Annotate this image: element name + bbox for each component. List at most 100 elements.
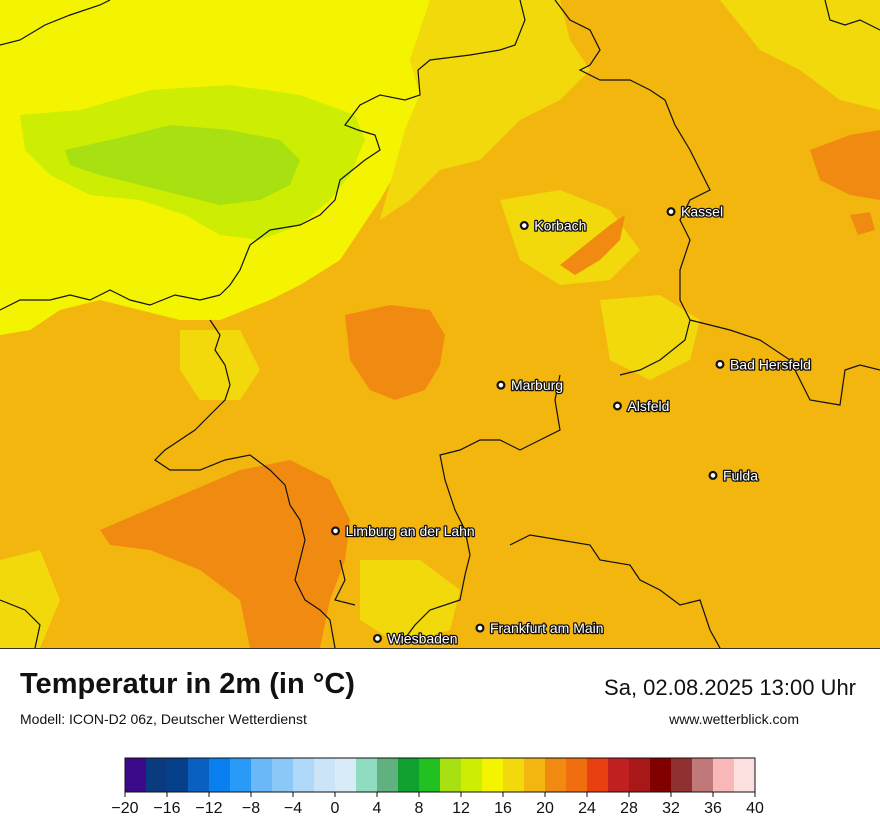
colorbar-swatch <box>461 758 483 792</box>
colorbar-swatch <box>650 758 672 792</box>
city-label: Bad Hersfeld <box>730 356 811 372</box>
colorbar-swatch <box>314 758 336 792</box>
colorbar-tick-label: 12 <box>452 800 470 817</box>
colorbar-tick-label: −16 <box>153 800 180 817</box>
colorbar-swatch <box>377 758 399 792</box>
hesse-border-south <box>509 534 721 648</box>
colorbar-swatch <box>566 758 588 792</box>
colorbar-swatch <box>524 758 546 792</box>
border-northwest <box>0 0 111 46</box>
map-title: Temperatur in 2m (in °C) <box>20 668 355 700</box>
colorbar-swatch <box>398 758 420 792</box>
colorbar-tick-label: 32 <box>662 800 680 817</box>
colorbar-tick-label: −8 <box>242 800 260 817</box>
colorbar-ticks: −20 −16 −12 −8 −4 0 4 8 12 16 20 24 28 32 36 40 <box>111 792 764 817</box>
city-marker-kassel: Kassel <box>666 202 724 221</box>
colorbar-swatch <box>692 758 714 792</box>
hesse-border-north <box>219 0 526 296</box>
city-label: Fulda <box>723 467 758 483</box>
city-label: Limburg an der Lahn <box>346 523 475 539</box>
city-marker-limburg-an-der-lahn: Limburg an der Lahn <box>331 522 476 540</box>
temperature-map: Kassel Korbach Bad Hersfeld Marburg Alsfeld F… <box>0 0 880 649</box>
colorbar-swatch <box>482 758 504 792</box>
colorbar-tick-label: 20 <box>536 800 554 817</box>
city-marker-alsfeld: Alsfeld <box>612 397 671 415</box>
border-west-low <box>0 599 41 648</box>
temperature-zone-orange-bad-hersfeld <box>560 215 625 275</box>
colorbar-swatch <box>188 758 210 792</box>
temperature-zone-yellow-mid-6 <box>180 330 260 400</box>
colorbar-swatch <box>608 758 630 792</box>
temperature-zone-yellow-mid-3 <box>500 190 640 285</box>
city-label: Marburg <box>511 377 563 393</box>
temperature-zone-yellow-mid-4 <box>600 295 700 380</box>
city-marker-wiesbaden: Wiesbaden <box>372 629 459 648</box>
colorbar-swatch <box>251 758 273 792</box>
colorbar-swatch <box>440 758 462 792</box>
cities-layer: Kassel Korbach Bad Hersfeld Marburg Alsfeld F… <box>331 202 812 648</box>
colorbar-swatch <box>167 758 189 792</box>
hesse-border-east <box>689 319 880 406</box>
forecast-datetime: Sa, 02.08.2025 13:00 Uhr <box>604 675 856 700</box>
hesse-border-west <box>0 289 221 311</box>
colorbar-tick-label: 24 <box>578 800 596 817</box>
colorbar-swatch <box>545 758 567 792</box>
hesse-border-southeast <box>399 374 561 646</box>
colorbar-swatch <box>629 758 651 792</box>
colorbar-frame <box>124 757 756 793</box>
colorbar-tick-label: 40 <box>746 800 764 817</box>
city-marker-korbach: Korbach <box>519 216 588 235</box>
colorbar-swatch <box>734 758 756 792</box>
temperature-zone-green-10 <box>65 125 300 205</box>
city-label: Wiesbaden <box>387 630 457 646</box>
colorbar-swatch <box>272 758 294 792</box>
city-dot <box>519 221 529 231</box>
colorbar-tick-label: 4 <box>373 800 382 817</box>
colorbar-swatch <box>209 758 231 792</box>
city-dot <box>331 526 341 536</box>
hesse-border-northeast <box>554 0 711 376</box>
map-subtitle: Modell: ICON-D2 06z, Deutscher Wetterdie… <box>20 711 307 727</box>
colorbar-swatch <box>419 758 441 792</box>
colorbar-swatch <box>293 758 315 792</box>
city-dot <box>475 623 485 633</box>
city-marker-fulda: Fulda <box>708 466 760 485</box>
city-marker-bad-hersfeld: Bad Hersfeld <box>715 355 812 374</box>
colorbar-tick-label: −12 <box>195 800 222 817</box>
colorbar-swatches <box>124 757 756 793</box>
temperature-zone-yellow-mid-2 <box>720 0 880 110</box>
colorbar-swatch <box>587 758 609 792</box>
colorbar-tick-label: 28 <box>620 800 638 817</box>
city-marker-marburg: Marburg <box>496 376 564 394</box>
city-label: Kassel <box>681 204 723 220</box>
city-marker-frankfurt-am-main: Frankfurt am Main <box>475 619 605 637</box>
border-lines <box>0 0 880 648</box>
hesse-border-bensheim <box>334 559 356 606</box>
colorbar-tick-label: 0 <box>331 800 340 817</box>
temperature-zone-yellow-mid <box>380 0 590 220</box>
city-dot <box>708 470 718 480</box>
colorbar-tick-label: 8 <box>415 800 424 817</box>
city-dot <box>372 633 382 643</box>
colorbar-tick-label: −4 <box>284 800 302 817</box>
temperature-zone-orange-east <box>810 130 880 200</box>
temperature-zone-orange-frankfurt <box>345 305 445 400</box>
colorbar-swatch <box>230 758 252 792</box>
border-east-top <box>824 0 880 31</box>
colorbar-swatch <box>335 758 357 792</box>
temperature-zone-orange-east-2 <box>850 212 875 235</box>
colorbar-swatch <box>713 758 735 792</box>
city-dot <box>666 207 676 217</box>
city-dot <box>496 380 506 390</box>
hesse-border-west-inner <box>154 319 336 648</box>
colorbar-swatch <box>125 758 147 792</box>
colorbar-tick-label: 16 <box>494 800 512 817</box>
temperature-zone-orange-south <box>100 460 350 648</box>
website-link[interactable]: www.wetterblick.com <box>669 711 799 727</box>
city-label: Korbach <box>534 218 586 234</box>
colorbar-swatch <box>503 758 525 792</box>
temperature-zone-yellow-mid-7 <box>0 550 60 648</box>
temperature-zone-yellow-mid-5 <box>360 560 460 645</box>
colorbar-swatch <box>671 758 693 792</box>
colorbar-swatch <box>146 758 168 792</box>
